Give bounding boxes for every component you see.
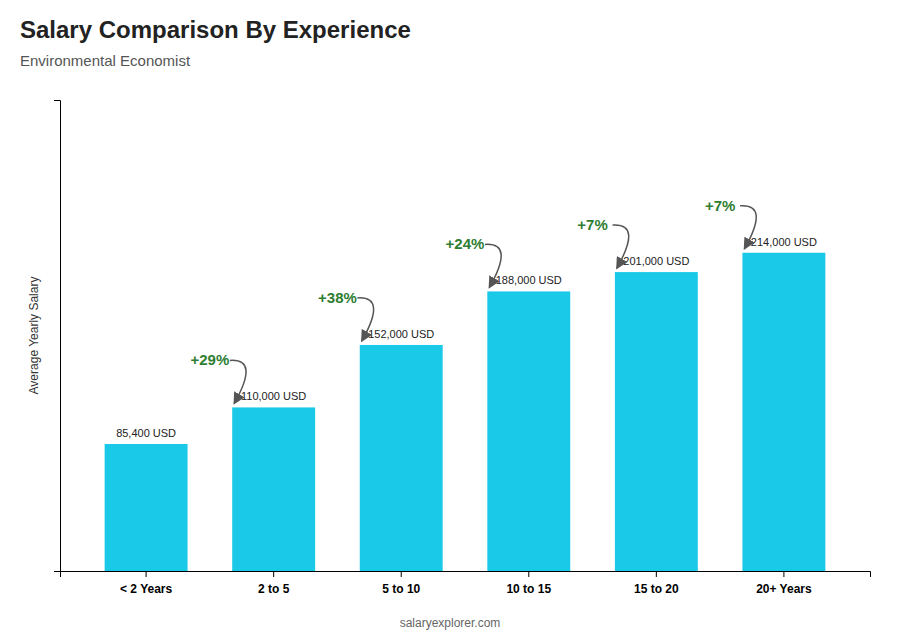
annotation-arrow <box>740 206 756 249</box>
x-tick-mark <box>528 571 529 577</box>
x-tick: 15 to 20 <box>634 571 679 596</box>
x-axis-line <box>61 572 871 578</box>
x-tick-mark <box>273 571 274 577</box>
data-label: 201,000 USD <box>623 255 689 267</box>
x-axis: < 2 Years 2 to 5 5 to 10 10 to 15 15 to 20 20… <box>61 571 871 596</box>
x-tick: 5 to 10 <box>382 571 420 596</box>
data-label: 188,000 USD <box>496 274 562 286</box>
subtitle: Environmental Economist <box>20 52 191 69</box>
x-tick-label: 10 to 15 <box>506 582 551 596</box>
annotations: +29% +38% +24% +7% +7% <box>190 197 756 404</box>
bar <box>360 345 443 571</box>
annotation-arrow <box>357 298 373 341</box>
bar <box>105 444 188 571</box>
x-tick-label: 15 to 20 <box>634 582 679 596</box>
annotation: +38% <box>318 289 357 306</box>
bar <box>487 291 570 571</box>
annotation: +29% <box>190 351 229 368</box>
annotation-arrow <box>613 225 629 268</box>
x-tick-mark <box>146 571 147 577</box>
bar <box>615 272 698 571</box>
annotation-arrow <box>485 244 501 287</box>
footer: salaryexplorer.com <box>400 616 501 630</box>
bar <box>742 253 825 571</box>
chart: Salary Comparison By Experience Environme… <box>0 0 900 641</box>
title: Salary Comparison By Experience <box>20 16 411 43</box>
x-tick-label: < 2 Years <box>120 582 172 596</box>
annotation: +7% <box>705 197 735 214</box>
annotation-arrow <box>230 360 246 403</box>
annotation: +7% <box>577 216 607 233</box>
data-labels: 85,400 USD 110,000 USD 152,000 USD 188,000 … <box>116 236 817 439</box>
x-tick-label: 20+ Years <box>756 582 812 596</box>
x-tick: 2 to 5 <box>258 571 290 596</box>
x-tick-mark <box>783 571 784 577</box>
x-tick-label: 5 to 10 <box>382 582 420 596</box>
x-tick: 20+ Years <box>756 571 812 596</box>
x-tick-mark <box>401 571 402 577</box>
data-label: 152,000 USD <box>368 328 434 340</box>
annotation: +24% <box>446 235 485 252</box>
x-tick: 10 to 15 <box>506 571 551 596</box>
y-axis-line <box>54 101 61 572</box>
y-axis-title: Average Yearly Salary <box>27 277 41 395</box>
bar <box>232 407 315 571</box>
bars <box>105 253 826 571</box>
data-label: 110,000 USD <box>241 390 306 402</box>
x-tick-label: 2 to 5 <box>258 582 290 596</box>
x-tick-mark <box>656 571 657 577</box>
y-axis <box>54 101 61 572</box>
data-label: 85,400 USD <box>116 427 176 439</box>
x-tick: < 2 Years <box>120 571 172 596</box>
data-label: 214,000 USD <box>751 236 817 248</box>
